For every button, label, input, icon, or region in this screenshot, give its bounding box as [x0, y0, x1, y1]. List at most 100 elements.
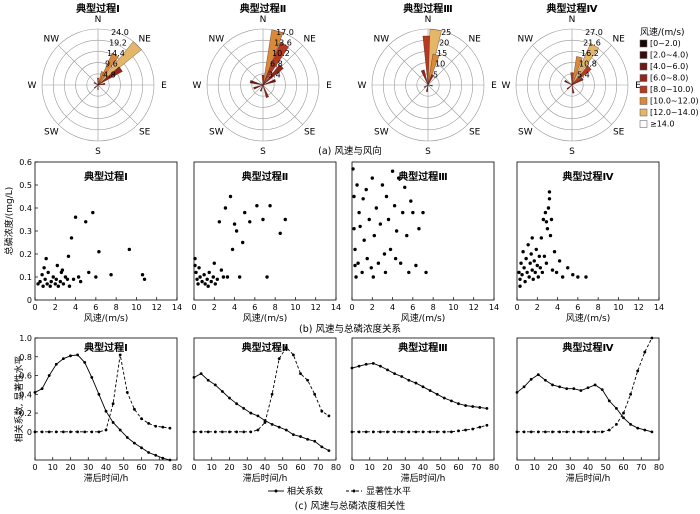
corr-xtick-label: 60	[136, 463, 146, 472]
scatter-point	[46, 270, 50, 275]
correlation-point	[607, 399, 611, 403]
scatter-point	[384, 194, 389, 199]
scatter-point	[394, 229, 399, 233]
scatter-point	[357, 210, 361, 215]
scatter-point	[518, 284, 522, 288]
corr-xtick-label: 60	[295, 463, 305, 472]
correlation-point	[615, 406, 618, 410]
scatter-xtick-label: 14	[331, 303, 341, 312]
correlation-point	[558, 385, 561, 389]
significance-point	[600, 430, 604, 434]
scatter-point	[392, 204, 397, 208]
series-line-significance	[194, 346, 330, 433]
legend-swatch	[639, 85, 648, 94]
rose-radial-tick: 15	[437, 49, 447, 58]
corr-xtick-label: 80	[172, 463, 182, 472]
scatter-point	[42, 266, 46, 270]
direction-label-s: S	[260, 147, 266, 157]
direction-label-nw: NW	[518, 34, 534, 44]
scatter-point	[207, 270, 211, 275]
rose-petal	[262, 79, 276, 86]
scatter-point	[58, 279, 63, 284]
rose-radial-tick: 14.4	[107, 49, 125, 58]
correlation-point	[327, 449, 331, 453]
rose-radial-tick: 27.0	[585, 28, 603, 37]
corr-xtick-label: 0	[32, 463, 37, 472]
wind-rose-2	[206, 28, 320, 142]
scatter-point	[530, 236, 534, 240]
significance-point	[536, 430, 540, 434]
correlation-point	[125, 436, 129, 439]
legend-marker-significance	[352, 489, 356, 493]
scatter-point	[45, 282, 49, 286]
rose-petal	[97, 52, 119, 86]
scatter-point	[237, 275, 242, 279]
legend-item: [8.0~10.0)	[650, 85, 693, 94]
significance-point	[586, 430, 590, 434]
corr-xtick-label: 70	[636, 463, 646, 472]
corr-xtick-label: 20	[547, 463, 557, 472]
corr-xtick-label: 30	[242, 463, 252, 472]
significance-point	[572, 430, 576, 434]
correlation-point	[306, 437, 309, 441]
scatter-point	[43, 277, 47, 281]
scatter-point	[261, 217, 265, 222]
scatter-xtick-label: 0	[191, 303, 196, 312]
scatter-point	[94, 275, 98, 279]
correlation-point	[33, 391, 37, 394]
significance-point	[364, 430, 368, 434]
significance-point	[147, 422, 151, 425]
significance-point	[551, 430, 554, 434]
significance-point	[83, 430, 87, 434]
direction-label-se: SE	[304, 128, 316, 138]
scatter-ytick-label: 0.5	[19, 181, 32, 190]
rose-petal	[425, 84, 429, 92]
legend-swatch	[639, 120, 648, 128]
direction-label-ne: NE	[303, 34, 316, 44]
significance-point	[643, 350, 647, 354]
scatter-point	[44, 256, 48, 261]
direction-label-e: E	[326, 81, 332, 91]
corr-panel-2	[192, 337, 337, 461]
scatter-point	[557, 259, 562, 263]
rose-petal	[253, 84, 264, 90]
direction-label-w: W	[502, 81, 511, 91]
rose-petal	[97, 82, 106, 86]
scatter-xtick-label: 2	[53, 303, 58, 312]
significance-point	[228, 430, 231, 434]
corr-xtick-label: 40	[260, 463, 270, 472]
correlation-point	[464, 404, 467, 407]
correlation-point	[572, 387, 576, 391]
scatter-point	[417, 227, 421, 231]
significance-point	[629, 392, 632, 396]
significance-point	[76, 430, 79, 434]
corr-xtick-label: 10	[365, 463, 375, 472]
rose-petal	[420, 69, 429, 86]
scatter-point	[202, 273, 206, 277]
scatter-point	[76, 275, 81, 279]
significance-point	[371, 430, 375, 434]
correlation-point	[350, 366, 354, 370]
direction-label-nw: NW	[374, 34, 390, 44]
scatter-point	[55, 263, 60, 268]
direction-label-se: SE	[469, 128, 481, 138]
correlation-point	[54, 362, 58, 366]
rose-radial-tick: 25	[441, 28, 451, 37]
correlation-point	[118, 428, 122, 432]
significance-point	[350, 430, 354, 434]
scatter-point	[530, 268, 534, 272]
rose-title: 典型过程Ⅳ	[547, 2, 598, 15]
scatter-point	[548, 233, 553, 238]
scatter-xtick-label: 12	[634, 303, 644, 312]
scatter-point	[393, 256, 398, 261]
significance-point	[558, 430, 561, 434]
significance-point	[393, 430, 396, 434]
scatter-point	[414, 263, 418, 268]
legend-item: [2.0~4.0)	[650, 51, 688, 60]
scatter-point	[519, 261, 523, 265]
scatter-point	[73, 215, 78, 219]
correlation-point	[629, 422, 632, 426]
corr-ytick-label: 0	[27, 428, 32, 437]
scatter-point	[232, 222, 237, 226]
rose-petal	[262, 42, 290, 86]
